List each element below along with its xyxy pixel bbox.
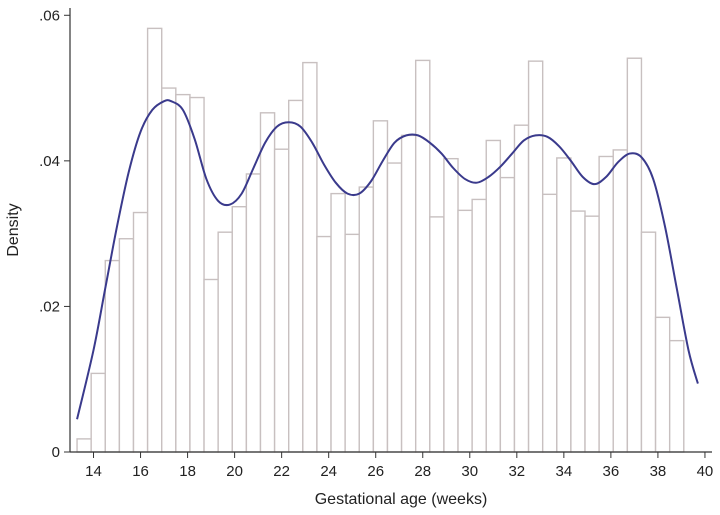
histogram-bar [386, 162, 403, 453]
histogram-bar [485, 139, 502, 453]
histogram-bar [273, 148, 290, 453]
histogram-bar [513, 124, 530, 453]
histogram-bar [400, 134, 417, 453]
histogram-bar [584, 215, 600, 453]
histogram-bar [161, 87, 177, 453]
histogram-bar [217, 231, 233, 453]
y-tick-label: .06 [39, 7, 60, 24]
y-axis-title: Density [5, 203, 22, 256]
histogram-bar [344, 233, 360, 453]
histogram-bar [414, 59, 431, 453]
histogram-bar [570, 210, 586, 453]
y-tick-label: 0 [52, 444, 60, 461]
histogram-bar [330, 192, 346, 453]
histogram-bar [598, 155, 614, 453]
bars-group [76, 27, 685, 453]
histogram-bar [654, 316, 671, 453]
x-tick-label: 30 [461, 463, 478, 480]
histogram-bar [288, 99, 304, 453]
x-ticks-group: 14 16 18 20 22 24 26 28 30 32 34 36 38 40 [85, 452, 713, 480]
histogram-bar [245, 173, 262, 453]
histogram-bar [612, 149, 629, 453]
histogram-bar [499, 176, 516, 453]
x-tick-label: 32 [508, 463, 525, 480]
histogram-bar [118, 238, 135, 453]
histogram-bar [527, 60, 544, 453]
histogram-bar [457, 209, 473, 453]
x-tick-label: 26 [367, 463, 384, 480]
histogram-bar [90, 372, 106, 453]
x-tick-label: 22 [273, 463, 290, 480]
x-tick-label: 28 [414, 463, 431, 480]
histogram-bar [146, 27, 163, 453]
histogram-bar [76, 438, 92, 453]
x-tick-label: 38 [650, 463, 667, 480]
x-tick-label: 40 [697, 463, 714, 480]
histogram-bar [259, 112, 276, 453]
histogram-bar [668, 339, 685, 453]
density-curve [76, 99, 699, 420]
histogram-bar [471, 198, 487, 453]
histogram-bar [626, 57, 643, 453]
x-tick-label: 20 [226, 463, 243, 480]
histogram-bar [189, 96, 205, 453]
x-tick-label: 14 [85, 463, 102, 480]
x-tick-label: 24 [320, 463, 337, 480]
x-tick-label: 18 [179, 463, 196, 480]
histogram-bar [640, 231, 657, 453]
x-axis-title: Gestational age (weeks) [315, 491, 488, 508]
x-tick-label: 36 [603, 463, 620, 480]
x-tick-label: 34 [556, 463, 573, 480]
y-tick-label: .04 [39, 153, 60, 170]
histogram-bar [372, 120, 389, 453]
histogram-bar [302, 61, 318, 453]
histogram-bar [231, 206, 248, 453]
y-ticks-group: 0 .02 .04 .06 [39, 7, 70, 461]
histogram-bar [104, 259, 121, 453]
histogram-bar [203, 278, 219, 453]
histogram-bar [429, 216, 445, 453]
histogram-bar [443, 157, 459, 453]
histogram-bar [358, 186, 375, 453]
histogram-bar [175, 93, 191, 453]
x-tick-label: 16 [132, 463, 149, 480]
histogram-bar [316, 235, 332, 453]
histogram-bar [556, 157, 572, 453]
histogram-bar [541, 193, 558, 453]
y-tick-label: .02 [39, 298, 60, 315]
histogram-bar [132, 211, 149, 453]
